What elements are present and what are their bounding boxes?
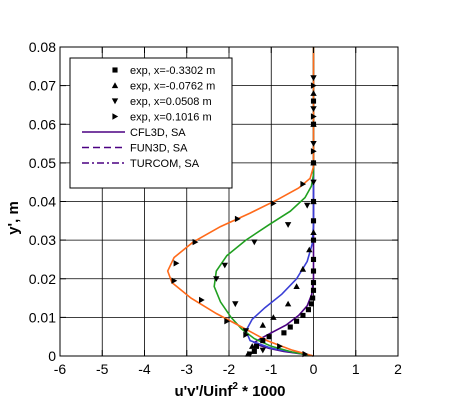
y-tick-label: 0 [48, 348, 56, 364]
exp-point-triangle-right [310, 113, 317, 120]
experimental-points [171, 75, 317, 358]
exp-point-triangle-right [171, 277, 178, 284]
exp-point-square [253, 343, 260, 349]
exp-point-triangle-up [306, 246, 313, 253]
exp-point-square [294, 318, 300, 324]
exp-point-square [310, 218, 317, 224]
exp-point-square [260, 337, 266, 344]
exp-point-square [305, 307, 311, 313]
exp-point-square [310, 98, 317, 104]
x-tick-label: 1 [352, 361, 360, 377]
exp-point-square [310, 295, 316, 301]
exp-point-triangle-up [310, 229, 317, 235]
legend-marker-square [112, 67, 118, 73]
x-tick-label: -5 [96, 361, 109, 377]
y-tick-label: 0.04 [29, 194, 56, 210]
exp-point-square [287, 324, 293, 330]
exp-point-triangle-up [284, 300, 292, 307]
exp-point-triangle-right [310, 82, 317, 89]
exp-point-triangle-down [284, 222, 292, 228]
exp-point-triangle-right [234, 215, 241, 223]
exp-point-square [308, 301, 314, 307]
x-axis-title: u'v'/Uinf2 * 1000 [174, 381, 285, 400]
x-tick-label: -2 [223, 361, 236, 377]
x-tick-label: 2 [394, 361, 402, 377]
exp-point-triangle-right [310, 148, 317, 155]
exp-point-triangle-right [300, 180, 307, 188]
exp-point-triangle-right [224, 318, 231, 325]
exp-point-square [281, 330, 287, 336]
legend-box [69, 57, 233, 189]
exp-point-triangle-right [270, 200, 277, 207]
exp-point-triangle-down [251, 239, 258, 246]
exp-point-triangle-up [270, 314, 277, 320]
exp-point-triangle-down [304, 202, 311, 209]
exp-point-triangle-down [310, 179, 317, 186]
y-axis-title: y', m [5, 201, 22, 235]
exp-point-triangle-down [213, 276, 220, 282]
x-tick-label: -3 [181, 361, 194, 377]
exp-point-triangle-down [310, 141, 317, 147]
cfd-series-line [245, 47, 315, 357]
exp-point-square [310, 256, 317, 262]
axis-ticks: -6 -5 -4 -3 -2 -1 0 1 2 0 0.01 0.02 0.03 0.04 0.05 0.06… [29, 39, 402, 377]
legend-label: exp, x=0.1016 m [130, 112, 212, 124]
legend-label: FUN3D, SA [130, 143, 188, 155]
y-tick-label: 0.02 [29, 271, 56, 287]
y-tick-label: 0.01 [29, 309, 56, 325]
exp-point-triangle-right [192, 238, 199, 246]
legend-label: TURCOM, SA [130, 158, 200, 170]
exp-point-square [310, 280, 317, 286]
exp-point-triangle-up [310, 198, 317, 205]
exp-point-triangle-up [310, 90, 317, 96]
exp-point-square [310, 287, 317, 293]
x-axis-title-main: u'v'/Uinf [174, 383, 233, 400]
exp-point-triangle-right [199, 296, 205, 304]
exp-point-triangle-right [277, 343, 283, 350]
exp-point-triangle-up [310, 121, 317, 127]
legend-marker-triangle-down [111, 98, 119, 105]
exp-point-triangle-down [310, 106, 317, 112]
exp-point-triangle-right [243, 331, 250, 338]
x-axis-title-superscript: 2 [232, 381, 238, 392]
exp-point-triangle-up [299, 265, 307, 272]
exp-point-square [310, 268, 317, 274]
exp-point-triangle-down [310, 75, 317, 82]
exp-point-square [300, 312, 306, 319]
exp-point-square [251, 348, 257, 354]
exp-point-triangle-down [242, 328, 250, 335]
legend: exp, x=-0.3302 m exp, x=-0.0762 m exp, x=0… [69, 57, 233, 189]
x-tick-label: 0 [310, 361, 318, 377]
legend-marker-triangle-right [112, 113, 119, 120]
legend-label: CFL3D, SA [130, 127, 186, 139]
exp-point-triangle-up [310, 159, 317, 166]
cfd-series-line [213, 47, 315, 357]
exp-point-square [266, 334, 272, 340]
y-tick-label: 0.08 [29, 39, 56, 55]
y-tick-label: 0.03 [29, 232, 56, 248]
legend-label: exp, x=0.0508 m [130, 96, 212, 108]
exp-point-triangle-down [246, 351, 254, 358]
exp-point-triangle-right [173, 260, 180, 267]
exp-point-triangle-up [293, 283, 300, 289]
y-tick-label: 0.07 [29, 78, 56, 94]
exp-point-triangle-down [221, 262, 228, 269]
exp-point-triangle-up [259, 321, 266, 328]
legend-label: exp, x=-0.3302 m [130, 65, 215, 77]
legend-marker-triangle-up [111, 82, 119, 89]
exp-point-triangle-up [249, 343, 256, 349]
exp-point-triangle-down [259, 347, 266, 354]
exp-point-triangle-down [232, 301, 239, 308]
x-tick-label: -6 [54, 361, 67, 377]
x-tick-label: -4 [138, 361, 151, 377]
exp-point-square [310, 237, 317, 243]
y-tick-label: 0.05 [29, 155, 56, 171]
legend-label: exp, x=-0.0762 m [130, 81, 215, 93]
x-axis-title-tail: * 1000 [238, 383, 286, 400]
x-tick-label: -1 [265, 361, 278, 377]
y-tick-label: 0.06 [29, 116, 56, 132]
